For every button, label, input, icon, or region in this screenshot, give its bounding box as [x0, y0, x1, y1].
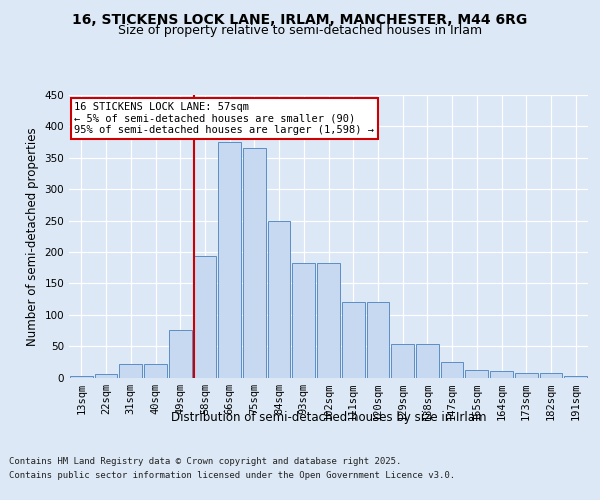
Bar — [416, 344, 439, 378]
Bar — [391, 344, 414, 378]
Bar — [70, 376, 93, 378]
Bar — [367, 302, 389, 378]
Text: Contains public sector information licensed under the Open Government Licence v3: Contains public sector information licen… — [9, 471, 455, 480]
Bar — [243, 148, 266, 378]
Bar — [564, 376, 587, 378]
Bar — [218, 142, 241, 378]
Y-axis label: Number of semi-detached properties: Number of semi-detached properties — [26, 127, 39, 346]
Bar — [539, 373, 562, 378]
Bar — [119, 364, 142, 378]
Bar — [515, 373, 538, 378]
Bar — [317, 262, 340, 378]
Bar — [342, 302, 365, 378]
Bar — [144, 364, 167, 378]
Bar — [292, 262, 315, 378]
Text: 16, STICKENS LOCK LANE, IRLAM, MANCHESTER, M44 6RG: 16, STICKENS LOCK LANE, IRLAM, MANCHESTE… — [73, 12, 527, 26]
Bar — [441, 362, 463, 378]
Bar — [95, 374, 118, 378]
Text: Contains HM Land Registry data © Crown copyright and database right 2025.: Contains HM Land Registry data © Crown c… — [9, 458, 401, 466]
Bar — [194, 256, 216, 378]
Bar — [466, 370, 488, 378]
Bar — [490, 371, 513, 378]
Text: Distribution of semi-detached houses by size in Irlam: Distribution of semi-detached houses by … — [171, 411, 487, 424]
Bar — [268, 220, 290, 378]
Bar — [169, 330, 191, 378]
Text: 16 STICKENS LOCK LANE: 57sqm
← 5% of semi-detached houses are smaller (90)
95% o: 16 STICKENS LOCK LANE: 57sqm ← 5% of sem… — [74, 102, 374, 136]
Text: Size of property relative to semi-detached houses in Irlam: Size of property relative to semi-detach… — [118, 24, 482, 37]
